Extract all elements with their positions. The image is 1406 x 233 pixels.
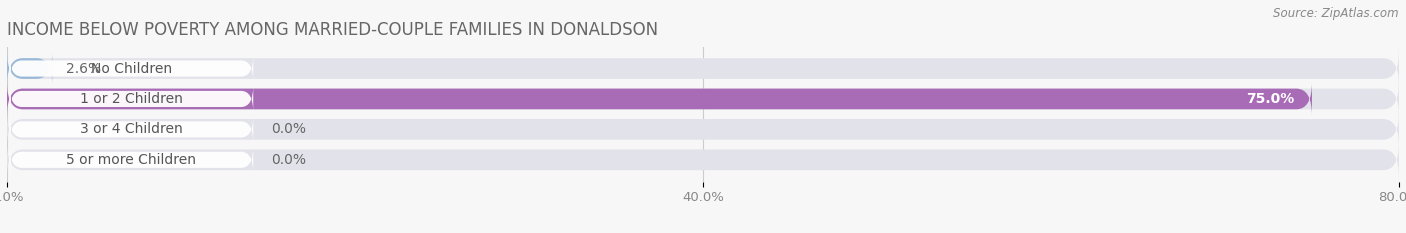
FancyBboxPatch shape	[7, 82, 1312, 116]
FancyBboxPatch shape	[7, 143, 1399, 177]
Text: 3 or 4 Children: 3 or 4 Children	[80, 122, 183, 136]
FancyBboxPatch shape	[10, 86, 253, 112]
Text: 5 or more Children: 5 or more Children	[66, 153, 197, 167]
Text: 0.0%: 0.0%	[271, 153, 307, 167]
FancyBboxPatch shape	[7, 112, 1399, 146]
Text: 1 or 2 Children: 1 or 2 Children	[80, 92, 183, 106]
Text: 75.0%: 75.0%	[1246, 92, 1295, 106]
Text: 0.0%: 0.0%	[271, 122, 307, 136]
FancyBboxPatch shape	[7, 51, 1399, 86]
FancyBboxPatch shape	[7, 82, 1399, 116]
FancyBboxPatch shape	[10, 116, 253, 143]
Text: INCOME BELOW POVERTY AMONG MARRIED-COUPLE FAMILIES IN DONALDSON: INCOME BELOW POVERTY AMONG MARRIED-COUPL…	[7, 21, 658, 39]
Text: 2.6%: 2.6%	[66, 62, 101, 75]
FancyBboxPatch shape	[10, 147, 253, 173]
Text: No Children: No Children	[91, 62, 172, 75]
FancyBboxPatch shape	[7, 51, 52, 86]
FancyBboxPatch shape	[10, 55, 253, 82]
Text: Source: ZipAtlas.com: Source: ZipAtlas.com	[1274, 7, 1399, 20]
